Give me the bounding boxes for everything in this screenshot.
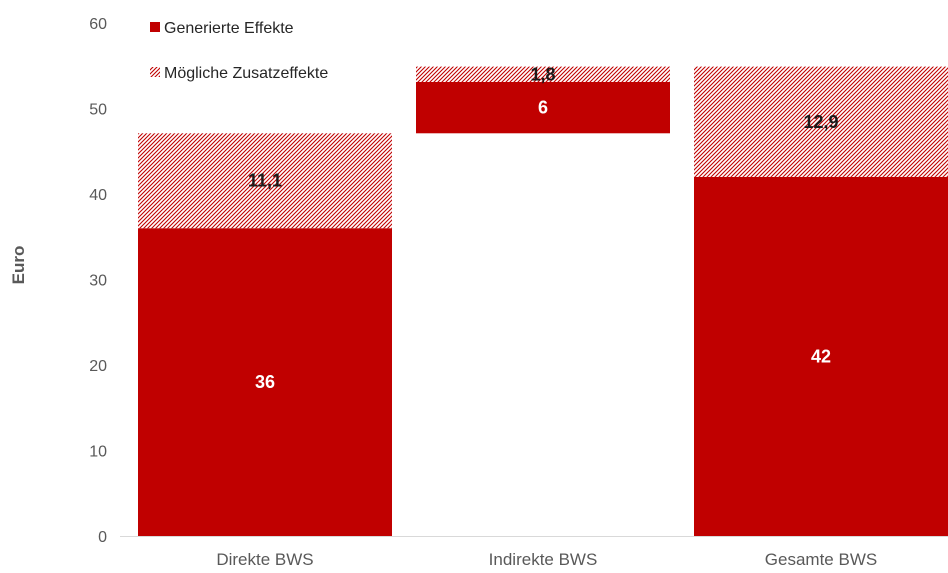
bar-moegliche-zusatzeffekte-gesamte-bws (694, 66, 948, 177)
data-label-moegliche-zusatzeffekte-direkte-bws: 11,1 (248, 171, 282, 191)
legend-label-generierte-effekte: Generierte Effekte (164, 20, 294, 37)
y-tick-label: 10 (89, 444, 107, 461)
legend-swatch-generierte-effekte (150, 22, 160, 32)
data-label-moegliche-zusatzeffekte-indirekte-bws: 1,8 (530, 64, 555, 84)
x-tick-labels: Direkte BWS Indirekte BWS Gesamte BWS (216, 550, 877, 569)
bar-generierte-effekte-gesamte-bws (694, 176, 948, 536)
x-tick-label-gesamte-bws: Gesamte BWS (765, 550, 877, 569)
x-tick-label-indirekte-bws: Indirekte BWS (489, 550, 598, 569)
bar-generierte-effekte-direkte-bws (138, 228, 392, 536)
bar-moegliche-zusatzeffekte-direkte-bws (138, 133, 392, 229)
y-tick-label: 60 (89, 16, 107, 33)
bar-moegliche-zusatzeffekte-indirekte-bws (416, 66, 670, 82)
data-label-generierte-effekte-direkte-bws: 36 (255, 372, 275, 392)
bar-generierte-effekte-indirekte-bws (416, 81, 670, 134)
y-axis-title: Euro (9, 246, 28, 285)
x-tick-label-direkte-bws: Direkte BWS (216, 550, 313, 569)
legend: Generierte Effekte Mögliche Zusatzeffekt… (150, 20, 328, 82)
y-tick-label: 40 (89, 187, 107, 204)
y-tick-label: 20 (89, 358, 107, 375)
data-label-moegliche-zusatzeffekte-gesamte-bws: 12,9 (803, 112, 838, 132)
y-tick-label: 50 (89, 102, 107, 119)
data-labels: 36 6 42 11,1 1,8 12,9 (248, 64, 839, 392)
data-label-generierte-effekte-gesamte-bws: 42 (811, 346, 831, 366)
legend-swatch-moegliche-zusatzeffekte (150, 67, 160, 77)
y-tick-label: 30 (89, 273, 107, 290)
data-label-generierte-effekte-indirekte-bws: 6 (538, 98, 548, 118)
y-tick-labels: 0 10 20 30 40 50 60 (89, 16, 107, 546)
bars (138, 66, 948, 536)
y-tick-label: 0 (98, 529, 107, 546)
legend-label-moegliche-zusatzeffekte: Mögliche Zusatzeffekte (164, 65, 328, 82)
